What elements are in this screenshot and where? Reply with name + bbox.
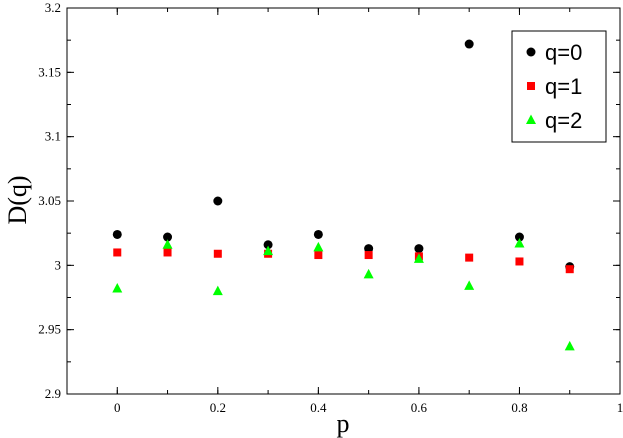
legend-marker-q2 — [526, 114, 536, 124]
legend-marker-q1 — [527, 82, 535, 90]
data-point-q0 — [514, 232, 524, 242]
data-point-q2 — [363, 268, 374, 279]
x-tick-label: 0.2 — [210, 400, 226, 415]
data-point-q2 — [413, 253, 424, 263]
data-point-q1 — [113, 248, 122, 257]
data-point-q1 — [565, 265, 574, 274]
y-tick-label: 3.05 — [38, 193, 61, 208]
data-point-q2 — [162, 239, 173, 249]
y-axis: 2.9 2.95 3 3.05 3.1 3.15 3.2 — [38, 0, 620, 401]
y-tick-label: 3 — [55, 257, 62, 272]
legend: q=0 q=1 q=2 — [511, 30, 607, 143]
x-tick-label: 1 — [617, 400, 623, 415]
data-point-q0 — [364, 244, 374, 254]
data-point-q0 — [112, 229, 122, 239]
data-point-q0 — [263, 240, 273, 250]
data-point-q1 — [314, 251, 323, 260]
data-point-q1 — [213, 249, 222, 258]
data-point-q0 — [163, 232, 173, 242]
y-tick-label: 3.15 — [38, 64, 61, 79]
data-point-q1 — [163, 248, 172, 257]
data-point-q1 — [364, 251, 373, 260]
x-tick-label: 0.4 — [310, 400, 327, 415]
legend-label: q=0 — [545, 40, 582, 65]
x-tick-label: 0.6 — [411, 400, 428, 415]
x-tick-label: 0.8 — [511, 400, 527, 415]
x-tick-label: 0 — [114, 400, 121, 415]
y-tick-label: 3.2 — [45, 0, 61, 15]
legend-label: q=1 — [545, 74, 582, 99]
data-point-q2 — [112, 282, 123, 293]
data-point-q0 — [414, 244, 424, 254]
data-point-q2 — [464, 280, 475, 290]
data-point-q1 — [465, 253, 474, 262]
y-tick-label: 3.1 — [45, 129, 61, 144]
x-axis-label: p — [337, 409, 350, 438]
data-point-q2 — [313, 241, 324, 252]
data-point-q0 — [313, 229, 323, 239]
data-point-q2 — [514, 237, 525, 248]
data-point-q2 — [263, 245, 274, 256]
x-axis: 0 0.2 0.4 0.6 0.8 1 — [66, 8, 623, 415]
data-point-q2 — [564, 340, 575, 351]
data-point-q0 — [464, 39, 474, 49]
y-axis-label: D(q) — [3, 175, 32, 224]
data-point-q0 — [213, 196, 223, 206]
legend-label: q=2 — [545, 108, 582, 133]
legend-marker-q0 — [526, 47, 536, 57]
data-point-q1 — [515, 257, 524, 266]
data-points — [112, 39, 575, 351]
data-point-q2 — [212, 285, 223, 296]
y-tick-label: 2.95 — [38, 322, 61, 337]
y-tick-label: 2.9 — [45, 386, 61, 401]
